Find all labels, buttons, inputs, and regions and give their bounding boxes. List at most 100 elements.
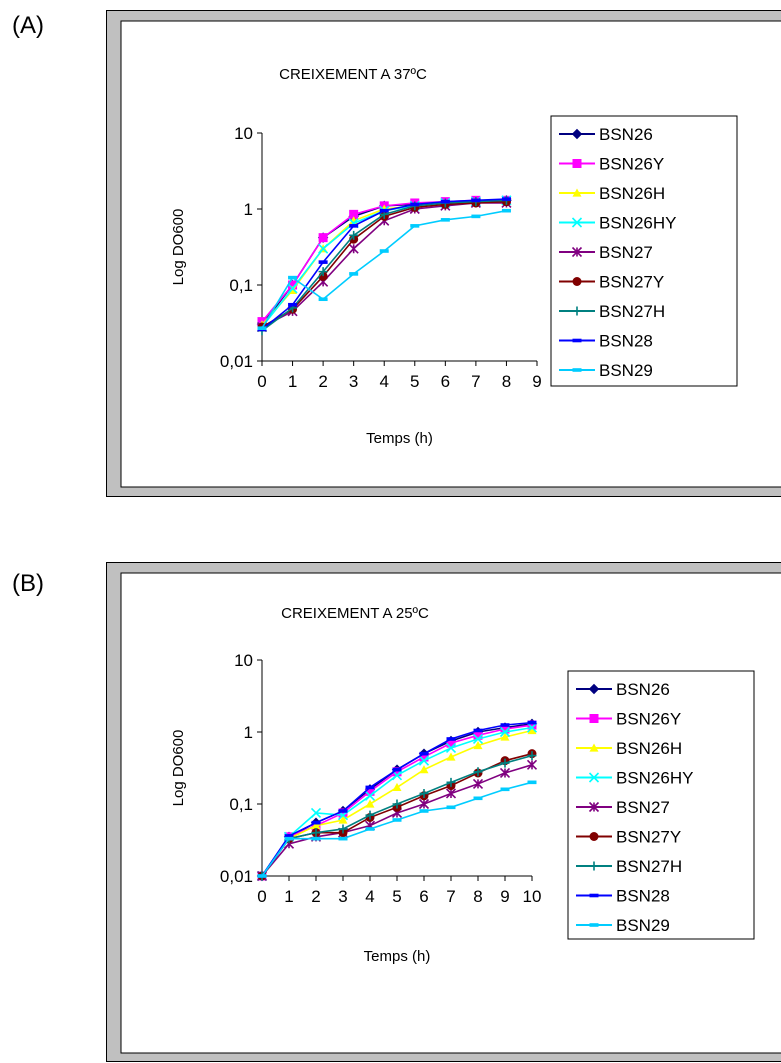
data-point (419, 788, 429, 798)
legend-marker (589, 714, 599, 723)
data-point (418, 755, 430, 766)
x-tick-label: 6 (419, 887, 428, 906)
data-point (364, 790, 376, 801)
data-point (527, 751, 537, 761)
legend-label: BSN26Y (599, 155, 664, 174)
legend-marker (572, 188, 582, 197)
legend: BSN26 BSN26Y BSN26H BSN26HY BSN27 BSN27Y BSN27… (550, 115, 738, 387)
data-point (473, 796, 483, 801)
data-point (349, 230, 359, 240)
legend-label: BSN26HY (599, 214, 676, 233)
y-tick-label: 10 (234, 651, 253, 670)
legend-marker (571, 217, 583, 228)
data-point (418, 798, 430, 810)
data-point (365, 827, 375, 831)
data-point (348, 243, 359, 254)
data-point (392, 767, 402, 777)
data-point (318, 267, 328, 277)
x-tick-label: 9 (532, 372, 541, 391)
data-point (392, 767, 402, 772)
panel-label-a: (A) (12, 12, 44, 39)
legend-item-bsn26y: BSN26Y (559, 155, 664, 174)
x-tick-label: 5 (392, 887, 401, 906)
legend-marker (571, 246, 583, 258)
legend-marker (572, 368, 582, 372)
data-point (527, 725, 537, 735)
legend-label: BSN28 (616, 887, 670, 906)
series-bsn27 (256, 759, 538, 882)
legend-label: BSN29 (599, 361, 653, 380)
legend-marker (572, 277, 582, 286)
data-point (446, 752, 456, 761)
series-bsn29 (257, 208, 511, 331)
data-point (419, 765, 429, 774)
data-point (471, 214, 481, 219)
legend-item-bsn27h: BSN27H (576, 857, 682, 876)
y-tick-label: 0,1 (229, 795, 253, 814)
data-point (527, 780, 537, 785)
y-tick-label: 0,01 (220, 352, 253, 371)
legend-marker (572, 338, 582, 343)
data-point (446, 777, 456, 787)
legend: BSN26 BSN26Y BSN26H BSN26HY BSN27 BSN27Y BSN27… (567, 670, 755, 940)
data-point (440, 199, 450, 204)
legend-label: BSN27 (599, 243, 653, 262)
legend-item-bsn28: BSN28 (559, 332, 653, 351)
data-point (338, 824, 348, 834)
data-point (471, 198, 481, 203)
legend-label: BSN27H (599, 302, 665, 321)
legend-label: BSN28 (599, 332, 653, 351)
x-tick-label: 3 (338, 887, 347, 906)
legend-marker (589, 923, 599, 927)
x-tick-label: 5 (410, 372, 419, 391)
legend-marker (589, 893, 599, 898)
data-point (287, 283, 298, 294)
data-point (379, 249, 389, 253)
x-tick-label: 8 (473, 887, 482, 906)
x-axis-label: Temps (h) (366, 430, 433, 447)
data-point (473, 740, 483, 750)
legend-marker (589, 861, 599, 871)
chart-title: CREIXEMENT A 25ºC (281, 605, 429, 622)
data-point (338, 809, 348, 813)
x-axis-label: Temps (h) (364, 948, 431, 965)
legend-item-bsn26: BSN26 (576, 680, 670, 699)
legend-item-bsn26y: BSN26Y (576, 710, 681, 729)
data-point (526, 759, 538, 770)
legend-label: BSN26Y (616, 710, 681, 729)
data-point (365, 810, 375, 820)
legend-box (567, 670, 755, 940)
data-point (445, 788, 457, 799)
data-point (284, 836, 294, 841)
data-point (527, 720, 537, 725)
panel-label-b: (B) (12, 570, 44, 597)
x-tick-label: 7 (446, 887, 455, 906)
data-point (392, 782, 402, 792)
data-point (419, 809, 429, 813)
legend-marker (571, 128, 583, 140)
legend-marker (588, 683, 600, 695)
data-point (288, 275, 298, 280)
data-point (257, 326, 267, 331)
data-point (500, 732, 510, 741)
data-point (284, 834, 294, 838)
y-axis-label: Log DO600 (170, 209, 187, 286)
legend-label: BSN29 (616, 916, 670, 935)
legend-marker (589, 832, 599, 841)
data-point (446, 738, 456, 748)
y-tick-label: 0,01 (220, 867, 253, 886)
data-point (365, 785, 375, 790)
legend-marker (572, 159, 582, 168)
data-point (311, 821, 321, 830)
legend-item-bsn27: BSN27 (559, 243, 653, 262)
data-point (365, 799, 375, 808)
x-tick-label: 0 (257, 372, 266, 391)
legend-item-bsn29: BSN29 (559, 361, 653, 380)
legend-item-bsn28: BSN28 (576, 887, 670, 906)
data-point (338, 815, 348, 824)
chart-frame-25c: CREIXEMENT A 25ºC 0,01 0,1 1 10 0 1 2 3 4 5 6 7 8 9 10 T… (106, 562, 781, 1062)
y-tick-label: 1 (244, 723, 253, 742)
data-point (311, 828, 321, 838)
legend-item-bsn26h: BSN26H (559, 184, 665, 203)
chart-frame-37c: CREIXEMENT A 37ºC 0,01 0,1 1 10 0 1 2 3 4 5 6 7 8 9 Tem… (106, 10, 781, 497)
